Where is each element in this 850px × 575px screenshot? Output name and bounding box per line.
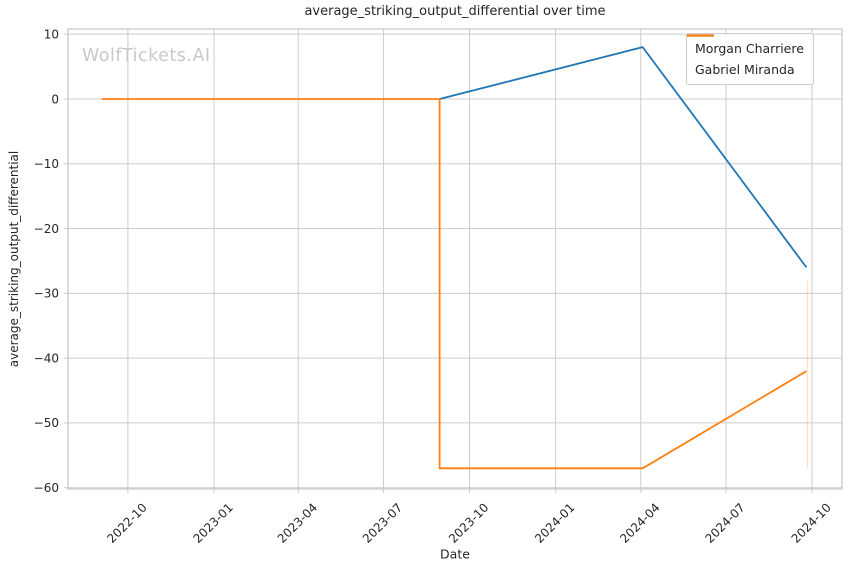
y-tick-label: 10	[44, 27, 59, 41]
legend-item-morgan-charriere: Morgan Charriere	[687, 34, 804, 59]
plot-border	[67, 28, 843, 490]
x-tick-label: 2023-04	[275, 500, 320, 545]
x-axis-label: Date	[440, 546, 470, 562]
legend-item-gabriel-miranda: Gabriel Miranda	[687, 34, 804, 80]
legend: Morgan Charriere Gabriel Miranda	[686, 33, 814, 85]
x-tick-labels: 2022-10 2023-01 2023-04 2023-07 2023-10 2024-…	[104, 500, 834, 545]
legend-label: Morgan Charriere	[695, 41, 804, 56]
y-tick-label: −10	[34, 157, 59, 171]
y-tick-label: −50	[34, 416, 59, 430]
y-tick-label: −20	[34, 222, 59, 236]
x-tick-label: 2024-10	[789, 500, 834, 545]
series-line-gabriel-miranda	[101, 98, 807, 470]
series-line-morgan-charriere	[439, 46, 808, 268]
x-tick-label: 2023-07	[360, 500, 405, 545]
y-tick-label: −60	[34, 481, 59, 495]
legend-label: Gabriel Miranda	[695, 62, 795, 77]
x-tick-label: 2023-10	[446, 500, 491, 545]
tick-marks	[64, 33, 813, 493]
gridlines	[68, 29, 842, 489]
y-tick-labels: 10 0 −10 −20 −30 −40 −50 −60	[34, 27, 59, 495]
x-tick-label: 2024-04	[617, 500, 662, 545]
chart-title: average_striking_output_differential ove…	[304, 4, 606, 19]
x-tick-label: 2024-07	[702, 500, 747, 545]
legend-line-icon	[687, 34, 714, 37]
series-lines	[101, 46, 808, 470]
y-tick-label: 0	[51, 92, 59, 106]
y-tick-label: −40	[34, 351, 59, 365]
y-tick-label: −30	[34, 287, 59, 301]
watermark: WolfTickets.AI	[82, 46, 211, 66]
x-tick-label: 2023-01	[190, 500, 235, 545]
x-tick-label: 2024-01	[532, 500, 577, 545]
x-tick-label: 2022-10	[104, 500, 149, 545]
y-axis-label: average_striking_output_differential	[7, 150, 21, 368]
